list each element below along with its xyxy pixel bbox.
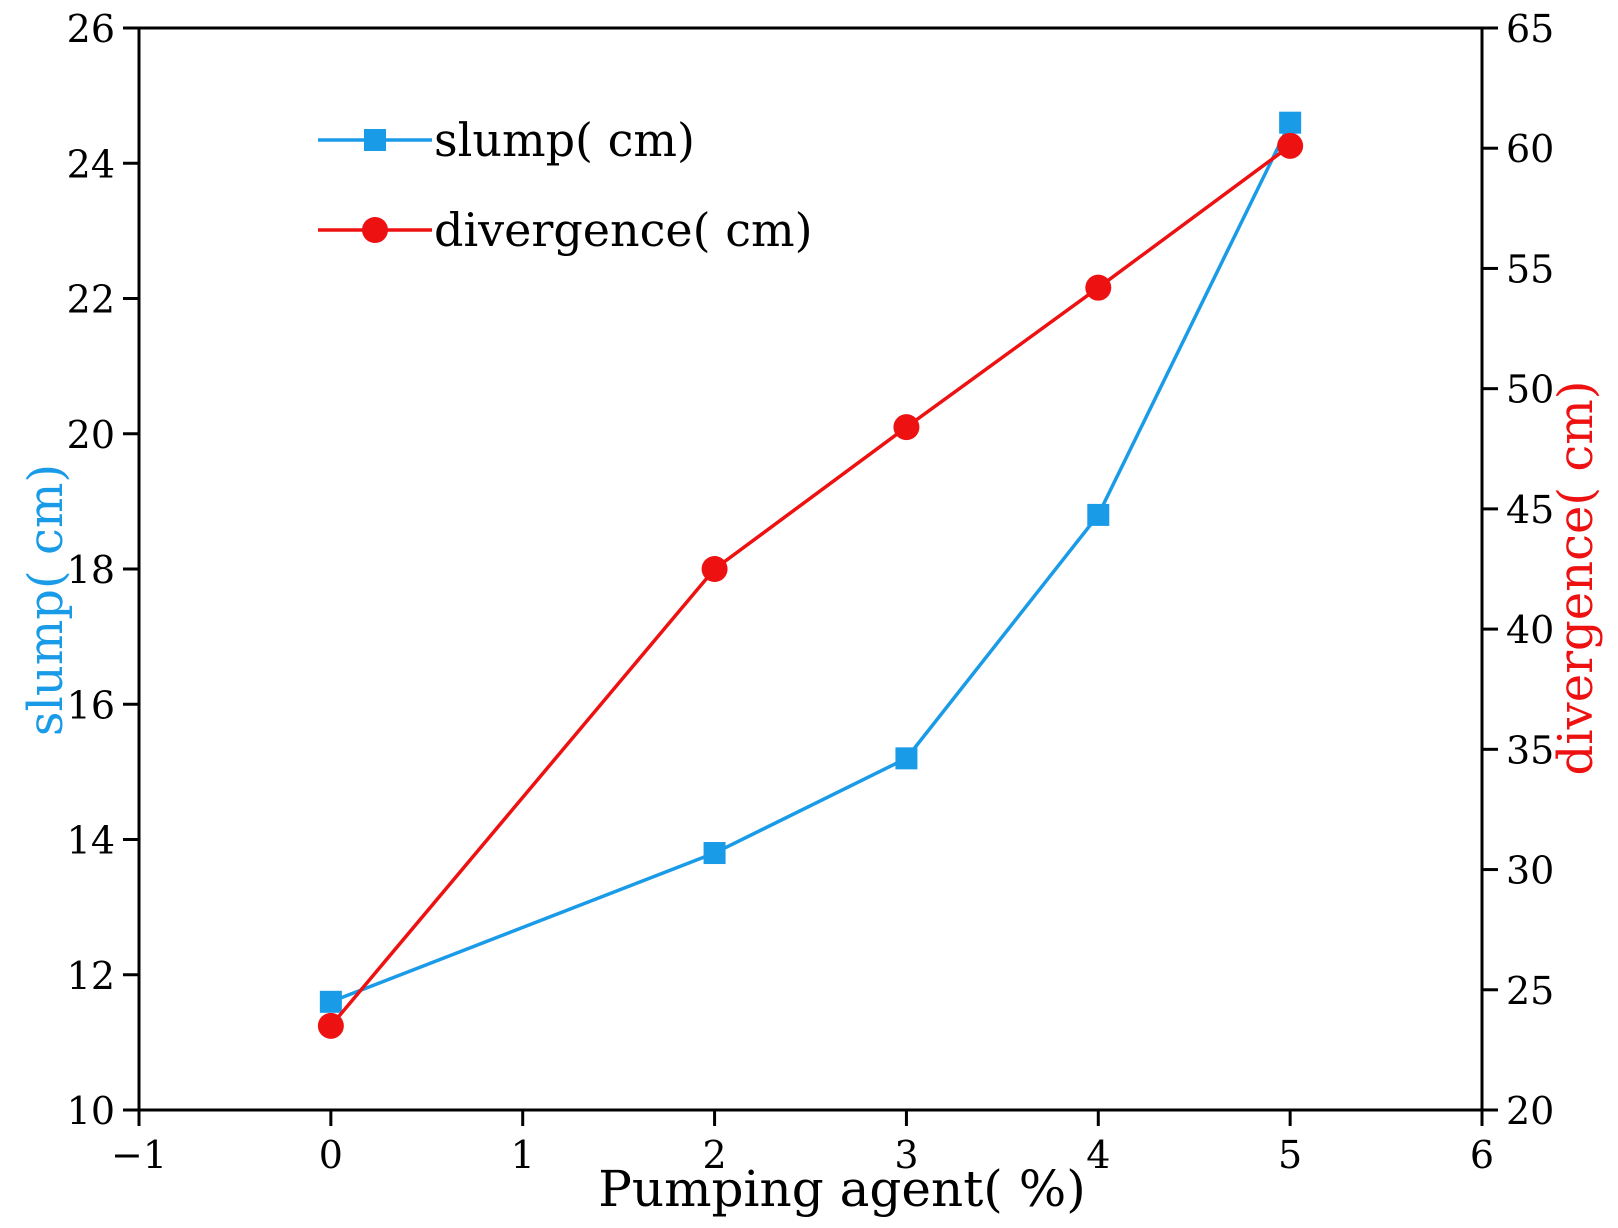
y-tick-label: 26 [67,7,115,51]
plot-frame [137,26,1484,1112]
y2-tick-label: 50 [1506,368,1554,412]
y2-tick-label: 25 [1506,969,1554,1013]
y2-tick-label: 30 [1506,849,1554,893]
legend: slump( cm) divergence( cm) [318,113,813,257]
slump-point [319,990,342,1013]
y-tick-label: 14 [67,819,115,863]
y2-tick-label: 65 [1506,7,1554,51]
y2-axis-label: divergence( cm) [1548,381,1604,776]
x-tick-label: −1 [111,1133,167,1177]
x-axis-label: Pumping agent( %) [598,1160,1085,1218]
legend-divergence-marker [362,217,388,243]
divergence-point [701,556,728,582]
y2-tick-label: 55 [1506,247,1554,291]
slump-point [895,747,918,770]
slump-point [703,842,726,865]
y2-tick-label: 40 [1506,608,1554,652]
y2-tick-label: 45 [1506,488,1554,532]
y-tick-label: 22 [67,278,115,322]
y2-tick-label: 20 [1506,1089,1554,1133]
x-tick-label: 4 [1086,1133,1110,1177]
slump-point [1279,111,1302,134]
y-tick-label: 12 [67,954,115,998]
y-tick-label: 18 [67,548,115,592]
tick-layer: −1 0 1 2 3 4 5 61012141618202224262025303540455… [67,7,1555,1177]
legend-slump-marker [364,129,386,151]
x-tick-label: 6 [1470,1133,1494,1177]
series-layer [317,111,1304,1039]
slump-point [1087,503,1110,526]
x-tick-label: 2 [702,1133,726,1177]
y2-tick-label: 60 [1506,127,1554,171]
y-tick-label: 20 [67,413,115,457]
divergence-point [893,414,920,441]
divergence-point [317,1012,344,1039]
x-tick-label: 3 [894,1133,918,1177]
y2-tick-label: 35 [1506,728,1554,772]
y-tick-label: 10 [67,1089,115,1133]
legend-slump-label: slump( cm) [434,113,695,167]
x-tick-label: 5 [1278,1133,1302,1177]
divergence-point [1085,274,1112,301]
x-tick-label: 1 [511,1133,535,1177]
y-tick-label: 16 [67,683,115,727]
legend-divergence-label: divergence( cm) [434,203,813,257]
x-tick-label: 0 [319,1133,343,1177]
divergence-point [1277,132,1304,159]
y-axis-label: slump( cm) [18,464,74,736]
divergence-series-line [329,144,1292,1027]
y-tick-label: 24 [67,142,115,186]
